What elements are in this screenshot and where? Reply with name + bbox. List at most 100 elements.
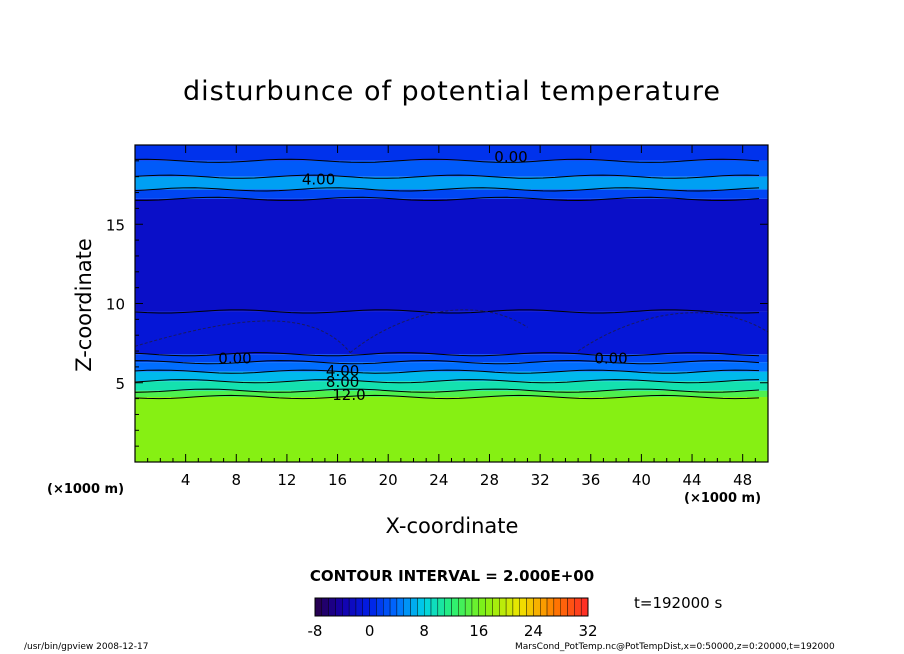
colorbar-cell-9	[376, 597, 384, 617]
contour-line-8	[134, 196, 760, 202]
colorbar-tick-label-1: 0	[365, 622, 375, 640]
colorbar-cell-21	[458, 597, 466, 617]
x-tick-label-10: 44	[682, 471, 701, 489]
colorbar-cell-15	[417, 597, 425, 617]
colorbar-cell-1	[321, 597, 329, 617]
x-tick-label-6: 28	[480, 471, 499, 489]
colorbar-cell-31	[526, 597, 534, 617]
contour-line-9	[134, 187, 760, 192]
colorbar-tick-label-2: 8	[419, 622, 429, 640]
x-tick-label-1: 8	[232, 471, 242, 489]
colorbar-cell-12	[396, 597, 404, 617]
contour-line-10	[134, 174, 760, 179]
band-6	[135, 311, 768, 355]
band-8	[135, 189, 768, 199]
x-tick-label-0: 4	[181, 471, 191, 489]
y-tick-label-0: 5	[115, 375, 125, 393]
band-9	[135, 176, 768, 190]
colorbar-cell-23	[471, 597, 480, 617]
band-2	[135, 381, 768, 391]
colorbar-cell-29	[512, 597, 520, 617]
band-3	[135, 371, 768, 382]
colorbar-cell-0	[314, 597, 323, 617]
x-tick-label-5: 24	[429, 471, 448, 489]
contour-line-7	[134, 309, 760, 314]
colorbar-cell-38	[574, 597, 582, 617]
colorbar-cell-33	[540, 597, 548, 617]
colorbar-cell-8	[369, 597, 377, 617]
colorbar-cell-20	[451, 597, 459, 617]
contour-label-1: 4.00	[302, 170, 335, 188]
colorbar-cell-30	[519, 597, 527, 617]
band-0	[135, 397, 768, 462]
colorbar-cell-17	[430, 597, 439, 617]
contour-label-4: 4.00	[326, 362, 359, 380]
colorbar-cell-18	[437, 597, 445, 617]
band-4	[135, 362, 768, 372]
colorbar-frame	[314, 597, 589, 617]
y-tick-label-1: 10	[106, 296, 125, 314]
y-tick-label-2: 15	[106, 216, 125, 234]
band-5	[135, 354, 768, 363]
band-1	[135, 390, 768, 398]
contour-label-5: 8.00	[326, 373, 359, 391]
colorbar-cell-24	[478, 597, 486, 617]
colorbar-cell-13	[403, 597, 411, 617]
colorbar-tick-label-4: 24	[524, 622, 543, 640]
x-axis-label: X-coordinate	[385, 514, 519, 538]
colorbar-cell-25	[485, 597, 493, 617]
contour-line-1	[134, 394, 760, 400]
colorbar-cell-10	[383, 597, 391, 617]
x-tick-label-2: 12	[277, 471, 296, 489]
colorbar-cell-6	[355, 597, 363, 617]
colorbar-cell-39	[580, 597, 589, 617]
contour-label-6: 12.0	[332, 386, 365, 404]
contour-label-2: 0.00	[218, 349, 251, 367]
x-tick-label-8: 36	[581, 471, 600, 489]
colorbar-tick-label-5: 32	[578, 622, 597, 640]
x-tick-label-11: 48	[733, 471, 752, 489]
y-axis-label: Z-coordinate	[72, 238, 96, 372]
colorbar-cell-2	[328, 597, 336, 617]
colorbar-cell-27	[499, 597, 507, 617]
colorbar-cell-28	[505, 597, 514, 617]
colorbar-cell-22	[464, 597, 473, 617]
negative-contour-dashed	[134, 309, 769, 354]
footer-left: /usr/bin/gpview 2008-12-17	[24, 642, 149, 652]
contour-label-3: 0.00	[594, 349, 627, 367]
x-tick-label-7: 32	[531, 471, 550, 489]
band-10	[135, 160, 768, 177]
colorbar-tick-label-3: 16	[469, 622, 488, 640]
chart-title: disturbunce of potential temperature	[183, 76, 721, 107]
x-tick-label-4: 20	[379, 471, 398, 489]
x-tick-label-3: 16	[328, 471, 347, 489]
colorbar-cell-37	[567, 597, 575, 617]
contour-line-11	[134, 158, 760, 163]
colorbar-cell-4	[342, 597, 350, 617]
contour-line-6	[134, 352, 760, 357]
colorbar-cell-35	[553, 597, 561, 617]
colorbar-cell-36	[560, 597, 568, 617]
colorbar-cell-3	[335, 597, 343, 617]
colorbar-cell-32	[533, 597, 541, 617]
time-label: t=192000 s	[634, 594, 723, 612]
contour-interval-text: CONTOUR INTERVAL = 2.000E+00	[309, 567, 595, 585]
colorbar-cell-7	[362, 597, 370, 617]
footer-right: MarsCond_PotTemp.nc@PotTempDist,x=0:5000…	[515, 642, 835, 652]
colorbar-cell-14	[410, 597, 418, 617]
colorbar-tick-label-0: -8	[308, 622, 323, 640]
contour-line-4	[134, 369, 760, 374]
x-tick-label-9: 40	[632, 471, 651, 489]
band-7	[135, 198, 768, 312]
x-unit-left: (×1000 m)	[47, 482, 125, 497]
contour-line-5	[134, 360, 760, 365]
colorbar-cell-5	[348, 597, 357, 617]
contour-label-0: 0.00	[494, 148, 527, 166]
x-unit-right: (×1000 m)	[684, 491, 762, 506]
colorbar-cell-26	[492, 597, 500, 617]
colorbar-cell-16	[424, 597, 432, 617]
band-11	[135, 145, 768, 161]
contour-line-2	[134, 388, 760, 393]
contour-line-3	[134, 379, 760, 384]
